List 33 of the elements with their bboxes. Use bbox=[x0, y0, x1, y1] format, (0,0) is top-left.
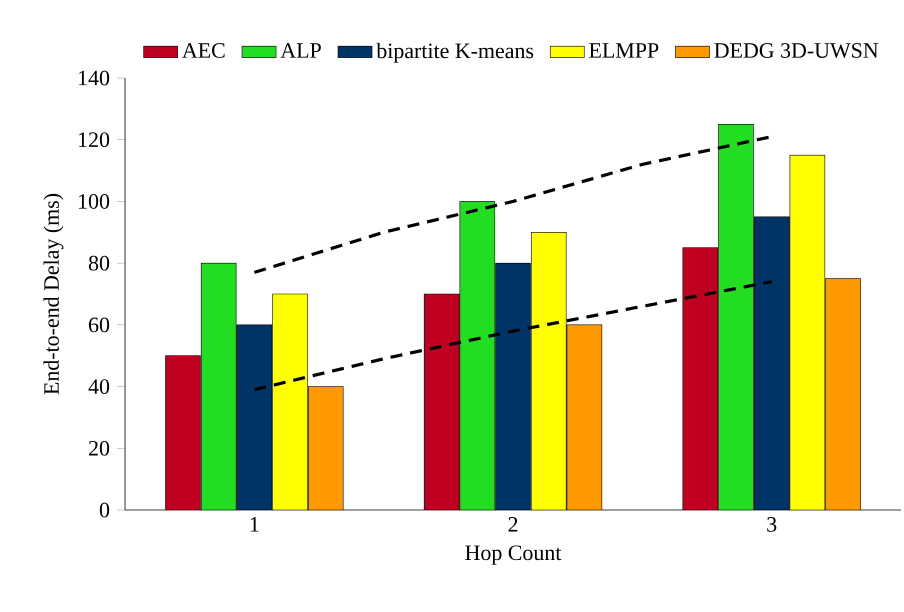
y-tick-label: 40 bbox=[88, 379, 110, 394]
bar bbox=[424, 294, 460, 510]
bar bbox=[200, 262, 236, 510]
legend-label: bipartite K-means bbox=[376, 42, 534, 63]
bar bbox=[236, 324, 272, 510]
y-tick-label: 60 bbox=[88, 317, 110, 332]
legend-label: AEC bbox=[182, 43, 225, 58]
bar bbox=[754, 216, 790, 510]
bar bbox=[460, 201, 496, 510]
bar bbox=[682, 247, 718, 510]
x-tick-label: 1 bbox=[250, 517, 258, 532]
bar bbox=[308, 386, 344, 510]
bar bbox=[566, 324, 602, 510]
y-tick-label: 20 bbox=[89, 440, 110, 456]
y-tick-label: 120 bbox=[79, 132, 110, 148]
legend-label: ELMPP bbox=[589, 43, 658, 58]
bar bbox=[718, 124, 754, 510]
y-tick-label: 80 bbox=[88, 256, 110, 271]
legend-label: ALP bbox=[280, 43, 321, 58]
bar bbox=[495, 262, 531, 510]
y-tick-label: 140 bbox=[79, 70, 110, 86]
bar bbox=[825, 278, 861, 510]
y-tick-label: 100 bbox=[79, 194, 110, 209]
bar bbox=[530, 232, 566, 510]
bar bbox=[272, 294, 308, 510]
bar bbox=[165, 355, 201, 510]
y-tick-label: 0 bbox=[100, 502, 110, 518]
x-tick-label: 3 bbox=[767, 517, 776, 532]
legend-label: DEDG 3D-UWSN bbox=[714, 43, 878, 58]
y-axis-title: End-to-end Delay (ms) bbox=[43, 194, 64, 394]
x-axis-title: Hop Count bbox=[465, 545, 562, 565]
bar bbox=[790, 154, 826, 510]
x-tick-label: 2 bbox=[508, 517, 518, 532]
